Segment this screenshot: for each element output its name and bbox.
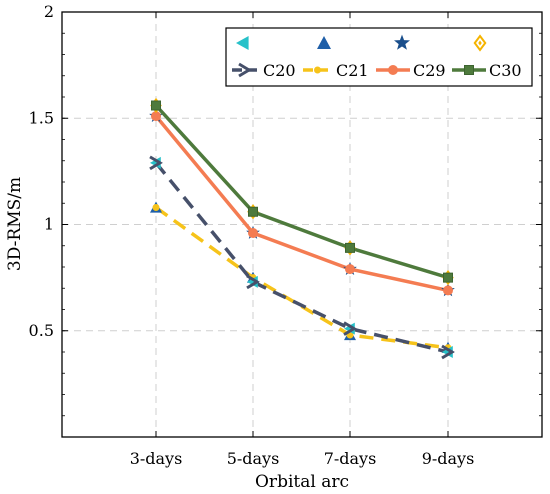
data-point xyxy=(247,275,258,288)
data-point xyxy=(344,322,355,335)
legend: C20 C21 C29 C30 xyxy=(225,27,533,87)
legend-label: C21 xyxy=(336,61,369,80)
series-layer xyxy=(149,97,455,360)
y-axis-label: 3D-RMS/m xyxy=(5,177,25,271)
data-point-marker xyxy=(246,274,260,290)
data-point-marker xyxy=(441,344,455,360)
data-point xyxy=(442,346,453,358)
data-point xyxy=(150,156,161,169)
diamond-core xyxy=(478,40,482,46)
x-tick-label: 7-days xyxy=(324,449,377,468)
x-tick-label: 9-days xyxy=(422,449,475,468)
series-c30 xyxy=(150,97,454,286)
legend-label: C30 xyxy=(489,61,522,80)
legend-label: C29 xyxy=(413,61,446,80)
data-point-marker xyxy=(149,155,163,171)
y-tick-label: 1 xyxy=(44,215,54,234)
legend-marker-triangle-left xyxy=(236,36,249,50)
legend-label: C20 xyxy=(263,61,296,80)
data-point-marker xyxy=(152,204,160,211)
data-point-marker xyxy=(248,206,258,217)
y-tick-label: 1.5 xyxy=(29,108,54,127)
axis-ticks: 0.5 1 1.5 2 3-days 5-days 7-days 9-days xyxy=(29,2,542,468)
series-c20 xyxy=(149,155,455,360)
legend-marker-star xyxy=(394,34,410,50)
data-point-marker xyxy=(151,111,161,122)
x-tick-label: 3-days xyxy=(130,449,183,468)
data-point-marker xyxy=(443,272,453,283)
data-point-marker xyxy=(343,321,357,336)
y-tick-label: 2 xyxy=(44,2,54,21)
data-point-marker xyxy=(345,264,355,275)
legend-marker xyxy=(238,62,252,78)
grid xyxy=(62,12,542,437)
x-axis-label: Orbital arc xyxy=(255,472,349,492)
data-point-marker xyxy=(248,228,258,238)
x-tick-label: 5-days xyxy=(227,449,280,468)
data-point-marker xyxy=(151,100,161,111)
data-point-marker xyxy=(443,285,453,296)
legend-marker xyxy=(464,65,474,75)
series-line xyxy=(154,161,449,354)
legend-marker-diamond xyxy=(473,34,487,52)
legend-marker-triangle-up xyxy=(317,36,331,49)
series-c29 xyxy=(149,108,455,297)
series-line xyxy=(154,114,449,293)
legend-marker xyxy=(314,66,321,74)
y-tick-label: 0.5 xyxy=(29,321,54,340)
series-line xyxy=(154,104,449,280)
legend-marker xyxy=(388,65,398,75)
data-point-marker xyxy=(345,242,355,253)
